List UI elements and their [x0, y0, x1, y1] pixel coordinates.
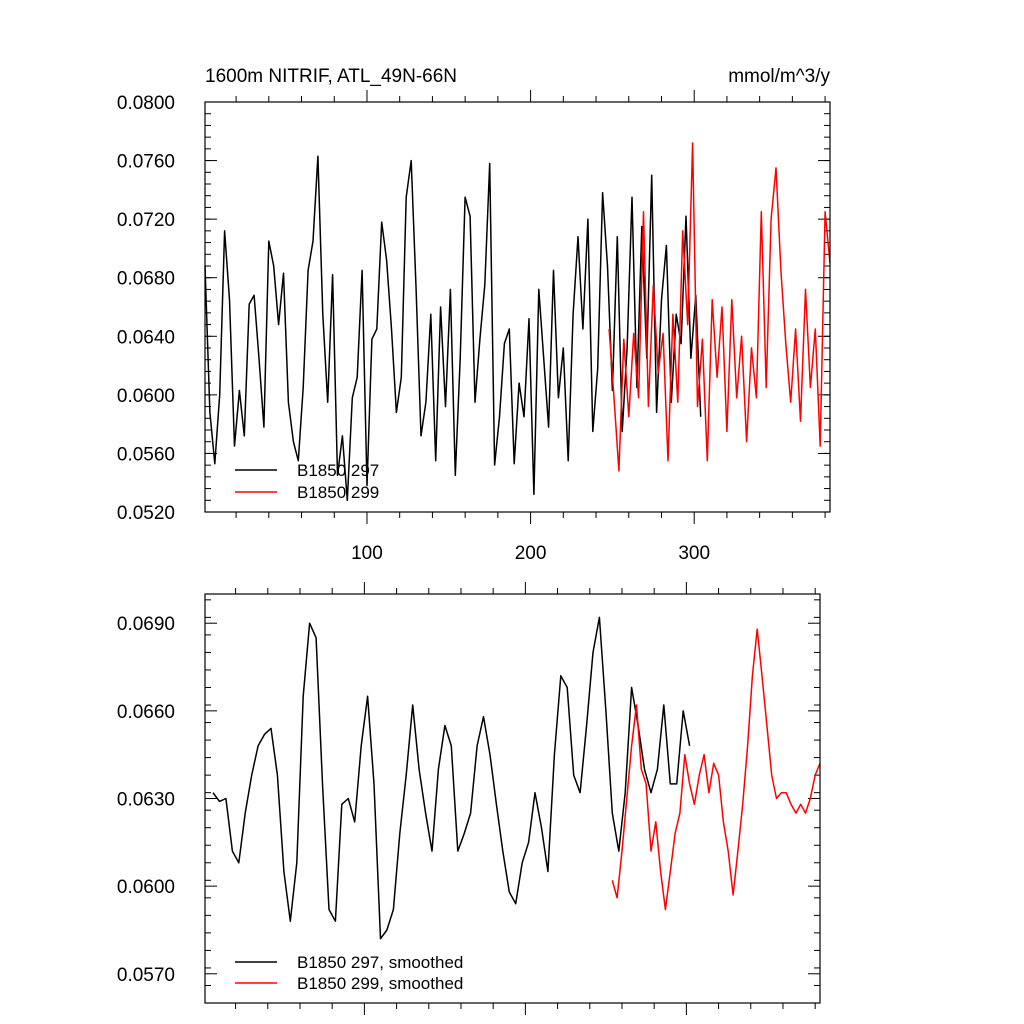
top-x-tick-label: 200	[515, 543, 547, 564]
top-y-tick-label: 0.0600	[117, 386, 175, 407]
top-y-tick-label: 0.0800	[117, 93, 175, 114]
top-y-tick-label: 0.0720	[117, 210, 175, 231]
bottom-y-tick-label: 0.0660	[117, 702, 175, 723]
bottom-y-tick-label: 0.0600	[117, 877, 175, 898]
top-plot-frame	[204, 101, 831, 513]
bottom-legend-label-b1850-299-smoothed: B1850 299, smoothed	[297, 974, 463, 993]
bottom-panel: 0.0570 0.0600 0.0630 0.0660 0.0690 B1850 297…	[117, 582, 821, 1015]
top-x-tick-label: 300	[678, 543, 710, 564]
top-axis-ticks	[205, 90, 830, 524]
top-legend-label-b1850-297: B1850 297	[297, 461, 379, 480]
top-series-line-b1850-297	[204, 155, 702, 502]
top-y-tick-label: 0.0640	[117, 327, 175, 348]
top-legend-label-b1850-299: B1850 299	[297, 483, 379, 502]
top-y-tick-label: 0.0760	[117, 152, 175, 173]
top-chart-units: mmol/m^3/y	[728, 66, 830, 87]
top-panel: 1600m NITRIF, ATL_49N-66N mmol/m^3/y 0.0…	[117, 66, 831, 564]
top-legend: B1850 297 B1850 299	[235, 461, 379, 502]
bottom-y-tick-label: 0.0630	[117, 790, 175, 811]
top-y-tick-label: 0.0680	[117, 269, 175, 290]
bottom-series-lines	[212, 616, 821, 940]
bottom-y-tick-label: 0.0570	[117, 965, 175, 986]
top-y-tick-labels: 0.0520 0.0560 0.0600 0.0640 0.0680 0.0720 0.07…	[117, 93, 175, 524]
top-y-tick-label: 0.0560	[117, 444, 175, 465]
top-x-tick-label: 100	[351, 543, 383, 564]
bottom-plot-frame	[204, 593, 821, 1004]
bottom-legend-label-b1850-297-smoothed: B1850 297, smoothed	[297, 953, 463, 972]
top-x-tick-labels: 100 200 300	[351, 543, 710, 564]
top-series-lines	[204, 142, 831, 502]
bottom-series-line-b1850-297-smoothed	[212, 616, 691, 940]
top-y-tick-label: 0.0520	[117, 503, 175, 524]
bottom-axis-ticks	[205, 582, 820, 1015]
top-series-line-b1850-299	[608, 142, 831, 472]
bottom-y-tick-labels: 0.0570 0.0600 0.0630 0.0660 0.0690	[117, 614, 175, 986]
bottom-y-tick-label: 0.0690	[117, 614, 175, 635]
bottom-legend: B1850 297, smoothed B1850 299, smoothed	[235, 953, 463, 993]
bottom-series-line-b1850-299-smoothed	[611, 628, 821, 911]
top-chart-title: 1600m NITRIF, ATL_49N-66N	[205, 66, 457, 87]
